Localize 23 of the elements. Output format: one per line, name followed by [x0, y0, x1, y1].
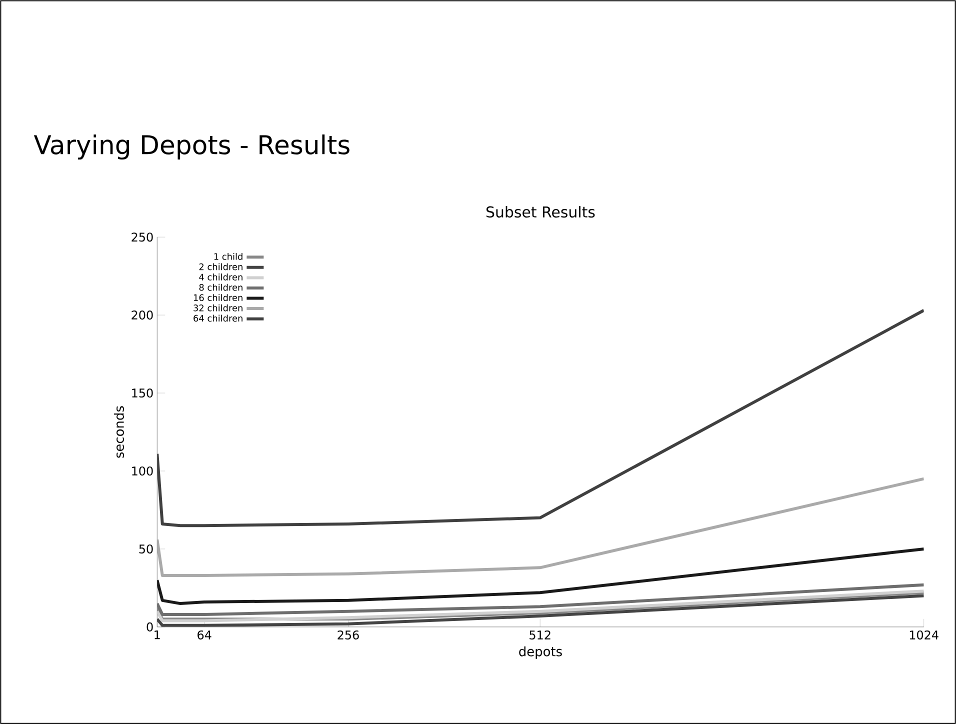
- y-axis-title: seconds: [114, 406, 124, 458]
- y-tick-label: 150: [132, 388, 153, 398]
- chart-subtitle: Subset Results: [486, 206, 595, 218]
- x-axis-title: depots: [519, 646, 562, 659]
- legend-label: 1 child: [214, 252, 242, 260]
- y-tick-label: 100: [132, 466, 153, 476]
- legend-label: 2 children: [199, 263, 242, 270]
- x-tick-label: 64: [198, 630, 212, 640]
- chart-title: Varying Depots - Results: [34, 134, 350, 160]
- x-tick-label: 1024: [910, 630, 938, 640]
- legend-label: 32 children: [194, 304, 242, 312]
- legend-label: 16 children: [194, 294, 242, 302]
- x-tick-label: 512: [530, 630, 550, 640]
- legend-label: 4 children: [199, 273, 242, 280]
- y-tick-label: 0: [146, 622, 153, 632]
- y-tick-label: 250: [132, 232, 153, 242]
- line-series: [157, 547, 924, 605]
- legend-label: 8 children: [199, 284, 242, 291]
- x-tick-label: 1: [154, 630, 160, 640]
- legend-label: 64 children: [194, 314, 242, 322]
- y-tick-label: 50: [139, 544, 153, 554]
- x-tick-label: 256: [338, 630, 359, 640]
- y-tick-label: 200: [132, 310, 153, 320]
